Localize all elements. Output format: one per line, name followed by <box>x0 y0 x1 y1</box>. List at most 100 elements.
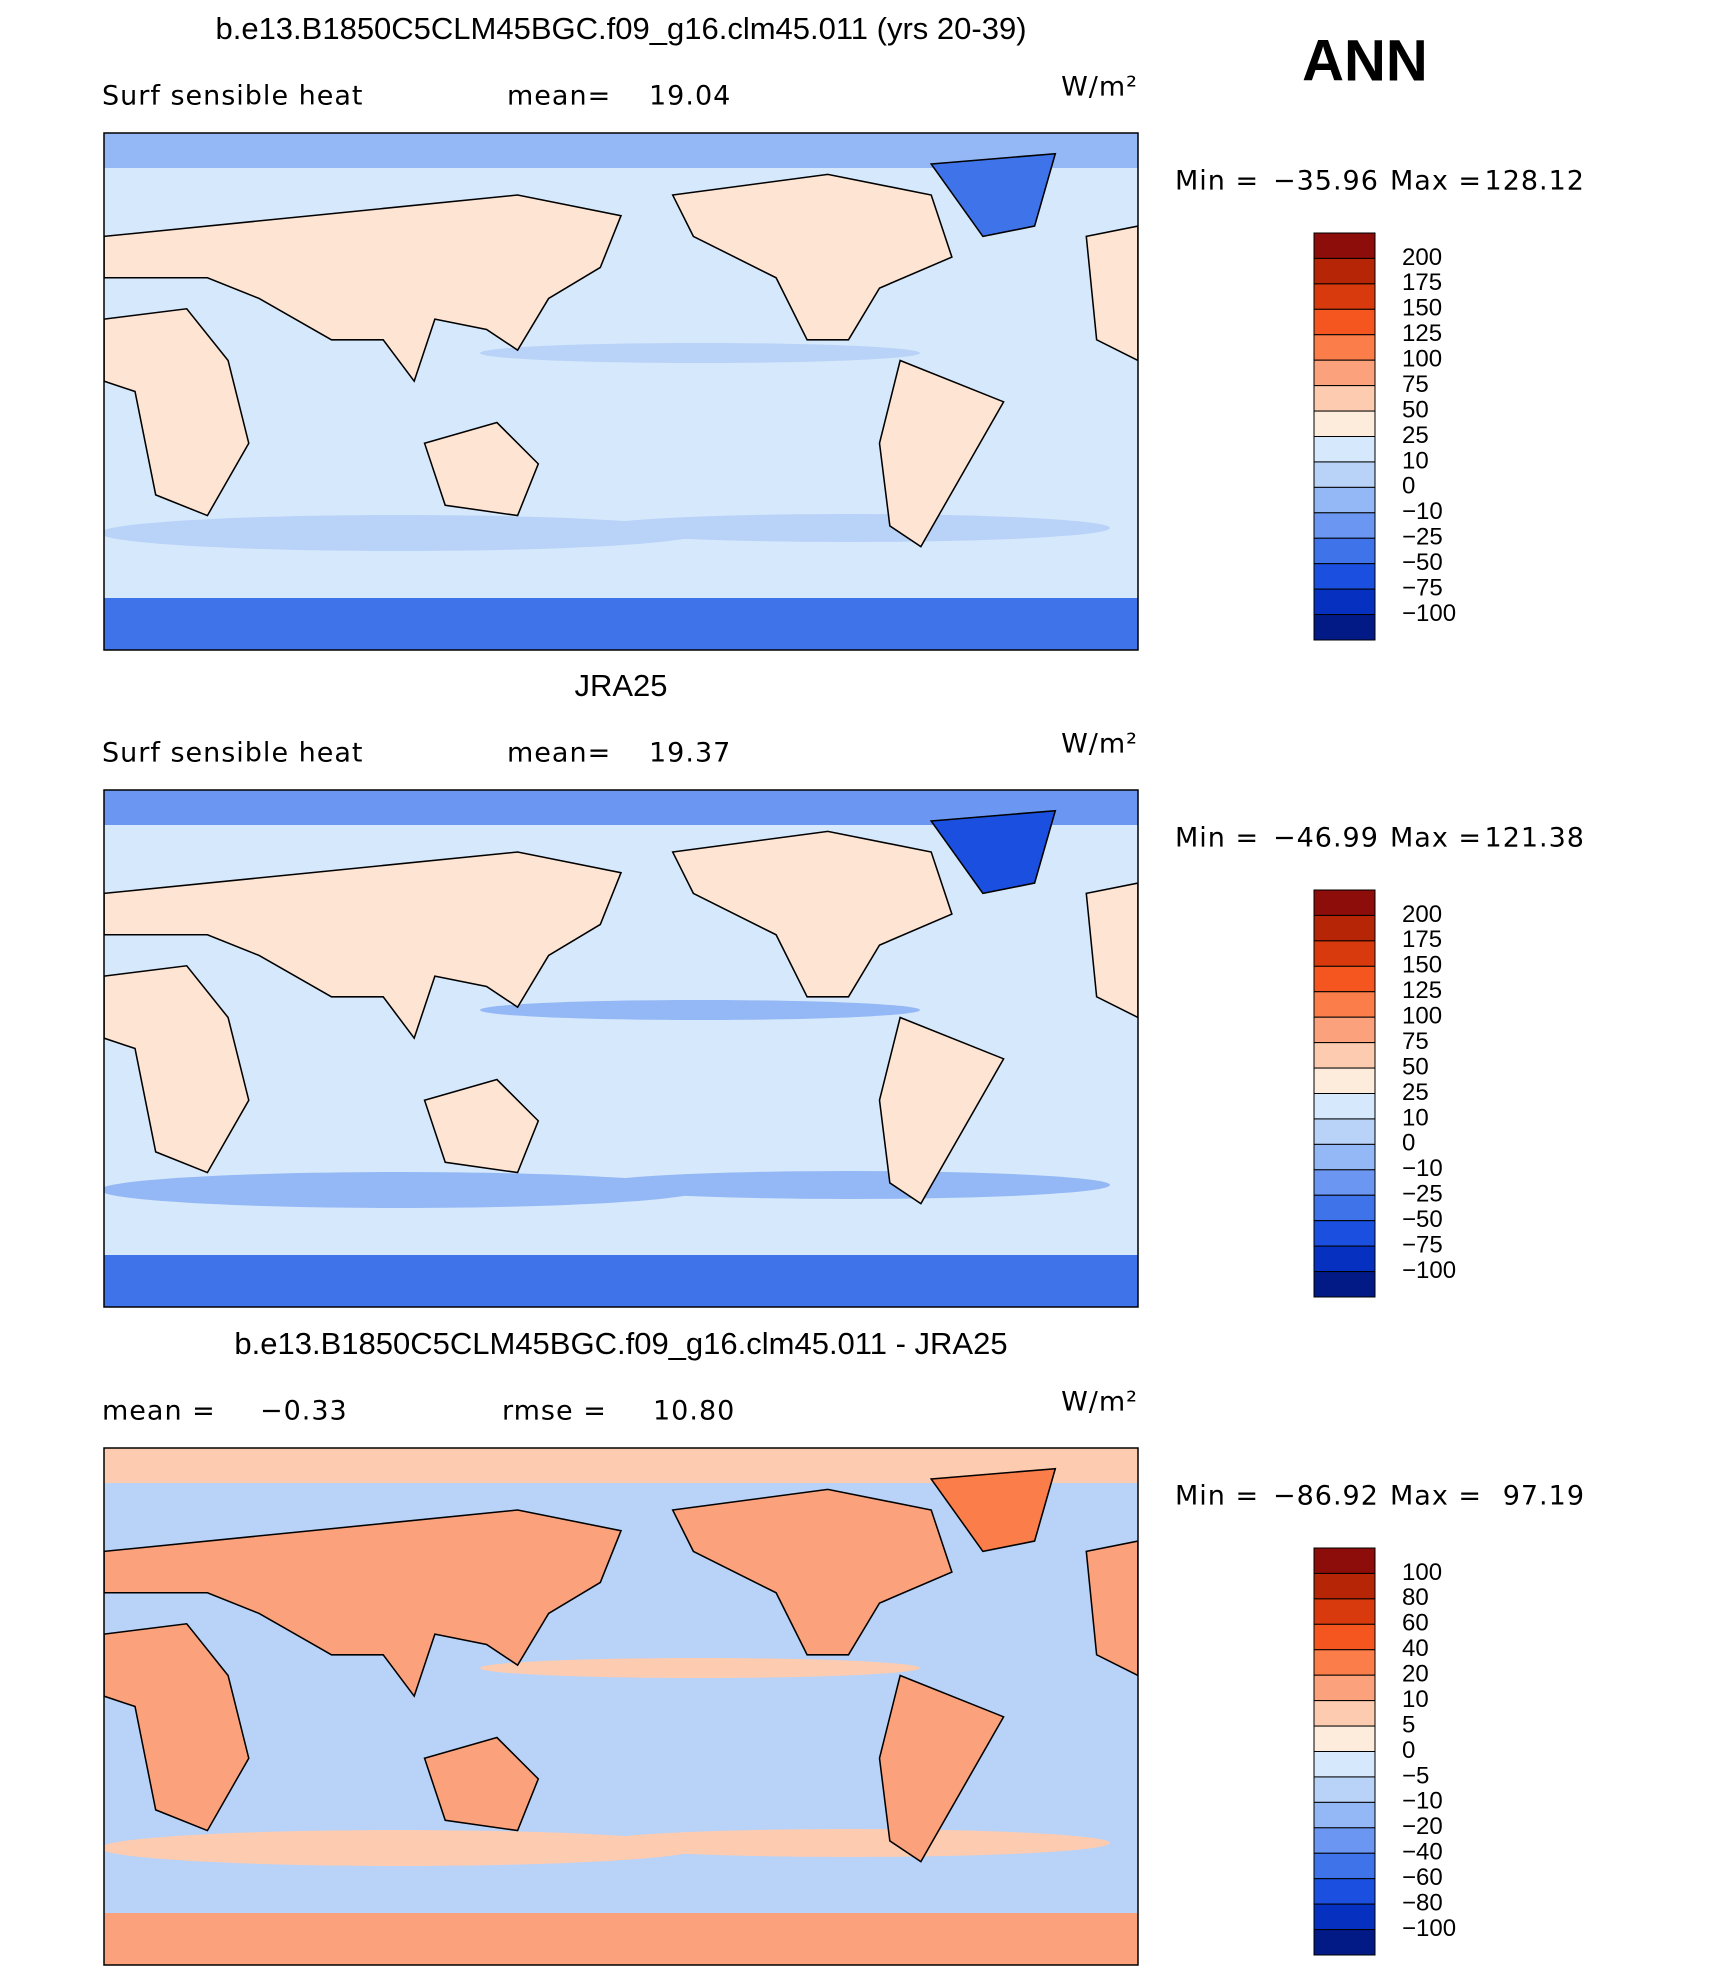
colorbar-box <box>1313 1751 1376 1778</box>
colorbar-box <box>1313 1827 1376 1854</box>
stat-value: 10.80 <box>653 1396 735 1427</box>
pacific-band <box>480 1658 920 1678</box>
colorbar-label: −10 <box>1402 498 1443 525</box>
map-frame <box>103 132 1139 651</box>
antarctica <box>104 1255 1138 1307</box>
min-value: −46.99 <box>1273 823 1379 854</box>
colorbar-label: 0 <box>1402 473 1415 500</box>
colorbar-box <box>1313 563 1376 590</box>
storm-band <box>104 1172 700 1208</box>
map <box>103 789 1139 1308</box>
colorbar-label: 150 <box>1402 952 1442 979</box>
colorbar-label: 40 <box>1402 1635 1429 1662</box>
colorbar-label: 200 <box>1402 901 1442 928</box>
colorbar-box <box>1313 461 1376 488</box>
colorbar-box <box>1313 1801 1376 1829</box>
colorbar-label: −20 <box>1402 1813 1443 1840</box>
stat-value: 19.37 <box>649 738 731 769</box>
colorbar-box <box>1313 588 1376 616</box>
colorbar-box <box>1313 1725 1376 1752</box>
colorbar-box <box>1313 1220 1376 1247</box>
colorbar-label: 80 <box>1402 1584 1429 1611</box>
colorbar-box <box>1313 308 1376 336</box>
colorbar-box <box>1313 614 1376 641</box>
min-label: Min = <box>1175 166 1259 197</box>
colorbar-label: 50 <box>1402 396 1429 423</box>
colorbar-label: −75 <box>1402 1231 1443 1258</box>
colorbar-label: −5 <box>1402 1762 1429 1789</box>
map-frame <box>103 1447 1139 1966</box>
map-frame <box>103 789 1139 1308</box>
panel-title: b.e13.B1850C5CLM45BGC.f09_g16.clm45.011 … <box>215 11 1026 46</box>
max-label: Max = <box>1390 166 1482 197</box>
pacific-band <box>480 1000 920 1020</box>
colorbar-box <box>1313 1143 1376 1171</box>
colorbar-label: 10 <box>1402 1104 1429 1131</box>
colorbar-label: −100 <box>1402 600 1456 627</box>
units: W/m² <box>1061 1387 1138 1418</box>
storm-band <box>104 1830 700 1866</box>
colorbar-label: 100 <box>1402 346 1442 373</box>
stat-label: mean= <box>507 738 611 769</box>
colorbar-label: −80 <box>1402 1889 1443 1916</box>
colorbar-box <box>1313 1903 1376 1931</box>
colorbar-box <box>1313 1067 1376 1094</box>
storm-band <box>590 1171 1110 1199</box>
colorbar-box <box>1313 1929 1376 1956</box>
colorbar-box <box>1313 940 1376 967</box>
colorbar-label: −10 <box>1402 1155 1443 1182</box>
colorbar-label: 60 <box>1402 1610 1429 1637</box>
colorbar-box <box>1313 1878 1376 1905</box>
colorbar-box <box>1313 1169 1376 1196</box>
colorbar-box <box>1313 1194 1376 1222</box>
stat-label: mean = <box>102 1396 216 1427</box>
colorbar-box <box>1313 1016 1376 1044</box>
stat-label: rmse = <box>502 1396 607 1427</box>
colorbar-box <box>1313 1700 1376 1727</box>
max-label: Max = <box>1390 1481 1482 1512</box>
colorbar-box <box>1313 1271 1376 1298</box>
field-label: Surf sensible heat <box>102 81 364 112</box>
colorbar-box <box>1313 257 1376 285</box>
max-value: 128.12 <box>1485 166 1585 197</box>
colorbar-box <box>1313 1598 1376 1625</box>
min-label: Min = <box>1175 1481 1259 1512</box>
colorbar-box <box>1313 232 1376 259</box>
storm-band <box>104 515 700 551</box>
colorbar-box <box>1313 965 1376 993</box>
colorbar-box <box>1313 991 1376 1018</box>
colorbar-box <box>1313 1547 1376 1574</box>
colorbar-box <box>1313 1649 1376 1676</box>
colorbar-label: −50 <box>1402 549 1443 576</box>
min-value: −35.96 <box>1273 166 1379 197</box>
colorbar-label: 25 <box>1402 422 1429 449</box>
colorbar-box <box>1313 889 1376 916</box>
colorbar-label: 20 <box>1402 1661 1429 1688</box>
colorbar-label: 75 <box>1402 1028 1429 1055</box>
colorbar-box <box>1313 1042 1376 1069</box>
colorbar-label: 175 <box>1402 269 1442 296</box>
colorbar-label: −25 <box>1402 1181 1443 1208</box>
colorbar-box <box>1313 334 1376 361</box>
colorbar-box <box>1313 1245 1376 1273</box>
colorbar-label: 10 <box>1402 447 1429 474</box>
max-value: 97.19 <box>1503 1481 1585 1512</box>
colorbar-label: 25 <box>1402 1079 1429 1106</box>
colorbar-box <box>1313 512 1376 539</box>
colorbar-box <box>1313 1572 1376 1600</box>
colorbar-label: 75 <box>1402 371 1429 398</box>
panel-title: JRA25 <box>574 668 667 703</box>
map-field <box>104 1448 1138 1965</box>
colorbar-box <box>1313 1776 1376 1803</box>
colorbar-box <box>1313 1674 1376 1702</box>
colorbar-label: 0 <box>1402 1130 1415 1157</box>
storm-band <box>590 514 1110 542</box>
colorbar-label: 0 <box>1402 1737 1415 1764</box>
colorbar-label: 100 <box>1402 1003 1442 1030</box>
colorbar-box <box>1313 486 1376 514</box>
antarctica <box>104 598 1138 650</box>
colorbar-box <box>1313 283 1376 310</box>
max-value: 121.38 <box>1485 823 1585 854</box>
colorbar-label: 10 <box>1402 1686 1429 1713</box>
